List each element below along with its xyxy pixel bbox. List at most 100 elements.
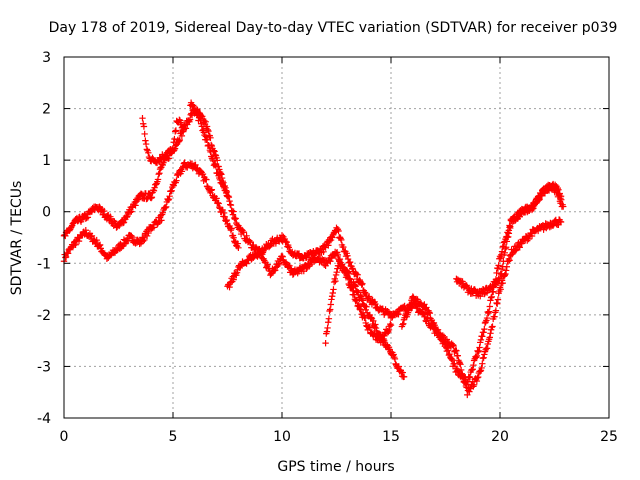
data-point xyxy=(159,209,166,216)
data-point xyxy=(406,301,413,309)
data-point xyxy=(405,307,412,314)
data-point xyxy=(399,369,406,376)
data-point xyxy=(324,324,331,332)
data-point xyxy=(370,317,377,325)
data-point xyxy=(503,238,511,245)
data-point xyxy=(470,361,477,369)
data-point xyxy=(100,207,108,215)
data-point xyxy=(551,181,559,189)
data-point xyxy=(463,282,470,289)
data-point xyxy=(359,297,367,304)
data-point xyxy=(214,169,222,177)
data-point xyxy=(231,215,239,223)
y-tick-label: 0 xyxy=(42,205,51,221)
data-point xyxy=(366,324,373,331)
data-point xyxy=(143,146,151,153)
data-point xyxy=(494,296,502,303)
data-point xyxy=(158,217,165,224)
data-point xyxy=(518,240,525,247)
x-tick-label: 25 xyxy=(600,429,618,445)
data-point xyxy=(363,303,370,310)
data-point xyxy=(327,301,335,308)
data-point xyxy=(337,235,344,242)
data-point xyxy=(151,184,158,191)
data-point xyxy=(150,187,158,194)
data-point xyxy=(504,233,512,241)
data-point xyxy=(233,269,241,276)
data-points xyxy=(60,99,567,399)
data-point xyxy=(165,195,173,203)
data-point xyxy=(180,126,188,133)
data-point xyxy=(166,192,173,200)
data-point xyxy=(208,154,216,162)
data-point xyxy=(197,117,204,124)
data-point xyxy=(478,364,485,372)
data-point xyxy=(482,318,489,326)
data-point xyxy=(326,307,333,315)
data-point xyxy=(170,139,177,146)
data-point xyxy=(232,215,239,222)
data-point xyxy=(487,297,494,304)
data-point xyxy=(156,170,163,177)
data-point xyxy=(233,221,241,228)
data-point xyxy=(475,373,482,381)
x-tick-label: 5 xyxy=(169,429,178,445)
data-point xyxy=(264,261,271,268)
data-point xyxy=(475,348,482,356)
data-point xyxy=(227,201,235,209)
data-point xyxy=(501,272,508,279)
data-point xyxy=(353,270,360,278)
data-point xyxy=(495,262,502,269)
data-point xyxy=(328,254,335,262)
data-point xyxy=(226,283,233,291)
data-point xyxy=(202,133,210,140)
data-point xyxy=(525,235,532,243)
data-point xyxy=(88,232,96,240)
data-point xyxy=(201,131,208,139)
data-point xyxy=(213,195,220,202)
data-point xyxy=(115,222,123,230)
data-point xyxy=(346,275,353,282)
data-point xyxy=(186,116,194,123)
data-point xyxy=(327,258,334,265)
data-point xyxy=(557,218,565,226)
data-point xyxy=(524,208,531,216)
data-point xyxy=(84,214,92,221)
data-point xyxy=(494,300,501,307)
data-point xyxy=(399,321,406,328)
data-point xyxy=(162,204,169,211)
data-point xyxy=(285,244,293,251)
data-point xyxy=(358,281,365,288)
data-point xyxy=(220,183,227,190)
data-point xyxy=(400,373,408,380)
data-point xyxy=(556,190,563,197)
data-point xyxy=(472,353,479,360)
data-point xyxy=(96,242,103,249)
data-point xyxy=(340,243,347,251)
data-point xyxy=(139,237,147,245)
data-point xyxy=(362,319,369,327)
data-point xyxy=(189,103,196,110)
data-point xyxy=(284,243,291,250)
data-point xyxy=(142,140,150,148)
data-point xyxy=(224,192,232,200)
data-point xyxy=(175,137,183,145)
data-point xyxy=(431,322,438,329)
data-point xyxy=(470,381,478,389)
data-point xyxy=(391,355,399,363)
data-point xyxy=(173,177,180,184)
y-tick-label: 1 xyxy=(42,153,51,169)
data-point xyxy=(206,142,213,150)
data-point xyxy=(328,293,336,300)
data-point xyxy=(320,248,327,256)
plot-frame xyxy=(63,56,610,419)
data-point xyxy=(121,240,128,247)
data-point xyxy=(453,347,460,354)
data-point xyxy=(235,244,242,252)
data-point xyxy=(223,188,231,196)
data-point xyxy=(506,257,513,264)
data-point xyxy=(220,209,228,217)
data-point xyxy=(486,303,493,310)
data-point xyxy=(493,299,500,307)
